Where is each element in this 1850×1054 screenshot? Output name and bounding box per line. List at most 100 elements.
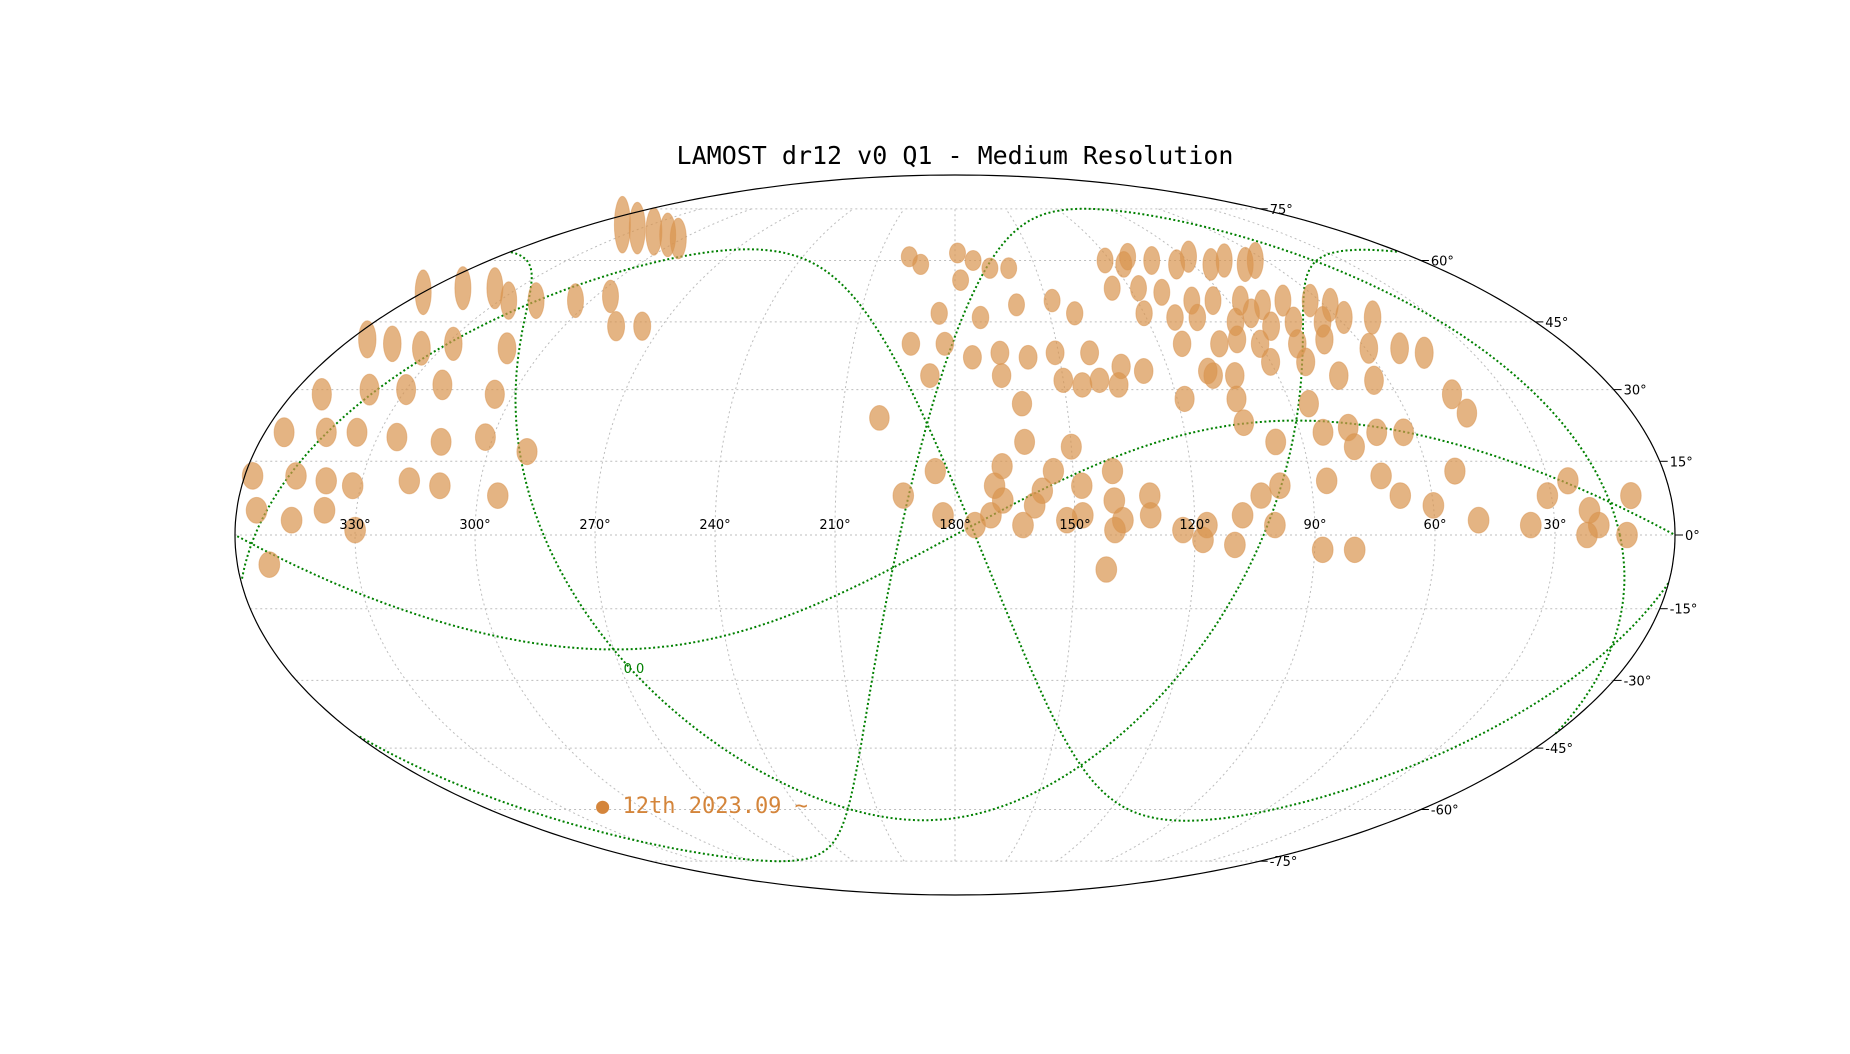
survey-field-point <box>1153 278 1171 306</box>
survey-field-point <box>628 201 646 255</box>
projection-boundary <box>234 174 1676 896</box>
survey-field-point <box>892 482 915 509</box>
survey-field-point <box>1172 516 1194 544</box>
survey-field-point <box>1103 487 1126 514</box>
survey-field-point <box>1188 303 1207 332</box>
survey-field-point <box>1008 293 1025 317</box>
survey-field-point <box>516 438 538 466</box>
survey-field-point <box>964 250 982 271</box>
survey-field-point <box>613 195 631 254</box>
legend: ● 12th 2023.09 ~ <box>596 794 808 819</box>
survey-field-point <box>341 472 364 500</box>
survey-field-point <box>1264 511 1286 539</box>
survey-field-point <box>1143 246 1161 275</box>
survey-field-point <box>1414 336 1434 369</box>
survey-field-point <box>1192 526 1214 554</box>
survey-field-point <box>991 363 1012 389</box>
survey-field-point <box>1467 506 1490 534</box>
grid-meridian <box>1208 208 1556 862</box>
survey-field-point <box>1262 311 1281 342</box>
survey-field-point <box>1311 536 1334 564</box>
survey-field-point <box>280 506 303 534</box>
survey-field-point <box>474 423 496 452</box>
survey-field-point <box>1174 385 1195 413</box>
survey-field-point <box>1172 330 1192 358</box>
x-tick-label: 270° <box>579 518 610 533</box>
survey-field-point <box>344 516 367 544</box>
survey-fields <box>241 195 1642 583</box>
reference-curve-b <box>240 248 1670 822</box>
survey-field-point <box>1210 330 1229 358</box>
survey-field-point <box>1224 531 1246 559</box>
y-tick-label: 75° <box>1270 203 1293 218</box>
survey-field-point <box>1180 240 1197 273</box>
grid-meridian <box>1005 208 1076 862</box>
survey-field-point <box>1620 482 1642 510</box>
survey-field-point <box>1335 300 1353 335</box>
survey-field-point <box>981 257 999 279</box>
survey-field-point <box>980 502 1002 529</box>
survey-field-point <box>1269 472 1291 500</box>
survey-field-point <box>245 496 268 524</box>
survey-field-point <box>1274 284 1292 317</box>
survey-field-point <box>1233 409 1255 437</box>
survey-field-point <box>567 283 584 319</box>
x-tick-label: 150° <box>1059 518 1090 533</box>
survey-field-point <box>346 417 368 447</box>
survey-field-point <box>1071 472 1093 500</box>
survey-field-point <box>1364 365 1384 395</box>
survey-field-point <box>500 281 518 320</box>
y-tick-label: -75° <box>1270 855 1298 870</box>
survey-field-point <box>1298 389 1320 418</box>
x-tick-label: 300° <box>459 518 490 533</box>
survey-field-point <box>1250 482 1272 509</box>
survey-field-point <box>359 373 380 406</box>
survey-field-point <box>991 453 1013 480</box>
survey-field-point <box>1023 492 1046 519</box>
survey-field-point <box>1393 418 1414 447</box>
y-tick-label: 60° <box>1431 255 1454 270</box>
survey-field-point <box>396 374 417 406</box>
survey-field-point <box>1225 362 1245 390</box>
survey-field-point <box>432 369 453 401</box>
x-tick-label: 240° <box>699 518 730 533</box>
survey-field-point <box>1366 418 1388 447</box>
survey-field-point <box>971 305 990 330</box>
y-tick-label: 0° <box>1685 529 1700 544</box>
survey-field-point <box>1389 482 1412 510</box>
y-tick-label: -60° <box>1431 804 1459 819</box>
survey-field-point <box>1227 325 1247 354</box>
survey-field-point <box>1056 506 1078 534</box>
survey-field-point <box>949 242 966 264</box>
survey-field-point <box>1133 358 1154 384</box>
ecliptic-curve <box>234 419 1674 651</box>
survey-field-point <box>1557 467 1579 495</box>
x-tick-label: 60° <box>1423 518 1446 533</box>
survey-field-point <box>1312 418 1334 446</box>
reference-curve-a <box>357 207 1626 863</box>
survey-field-point <box>1130 275 1147 302</box>
survey-field-point <box>487 482 509 510</box>
survey-field-point <box>1363 300 1382 335</box>
survey-field-point <box>1000 257 1018 280</box>
y-tick-label: 45° <box>1545 316 1568 331</box>
survey-field-point <box>285 462 307 490</box>
survey-field-point <box>444 326 463 361</box>
survey-field-point <box>1204 286 1222 316</box>
tick-labels: 330° 300° 270° 240° 210° 180° 150° 120° 90° 60° 30… <box>339 203 1699 870</box>
survey-field-point <box>602 279 619 314</box>
survey-field-point <box>1104 516 1126 544</box>
survey-field-point <box>1315 324 1334 355</box>
survey-field-point <box>313 496 336 524</box>
survey-field-point <box>1139 482 1161 509</box>
survey-field-point <box>1519 511 1542 539</box>
survey-field-point <box>454 266 472 311</box>
survey-field-point <box>1089 367 1110 394</box>
survey-field-point <box>1576 521 1598 549</box>
survey-field-point <box>1166 304 1184 331</box>
survey-field-point <box>1616 521 1638 549</box>
survey-field-point <box>527 282 545 320</box>
chart-title: LAMOST dr12 v0 Q1 - Medium Resolution <box>677 141 1234 170</box>
survey-field-point <box>962 345 982 370</box>
